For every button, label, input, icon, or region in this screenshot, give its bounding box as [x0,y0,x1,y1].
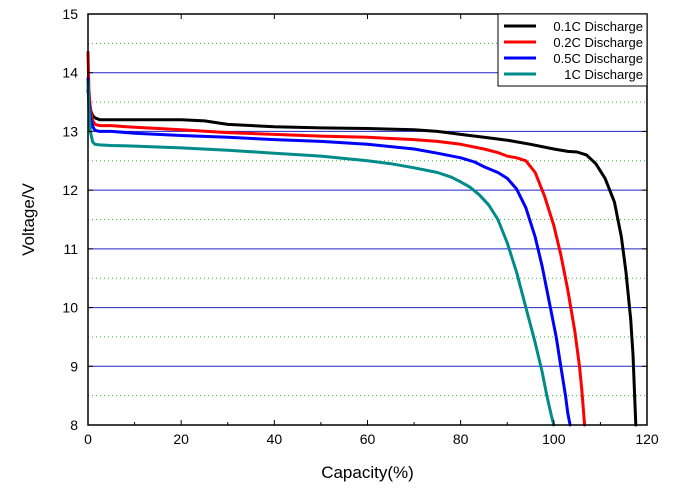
y-tick-label: 15 [62,6,78,22]
x-tick-label: 60 [360,431,376,447]
x-axis-title: Capacity(%) [321,463,414,482]
series-line [86,77,572,427]
y-tick-label: 10 [62,300,78,316]
major-grid [88,72,647,367]
x-tick-label: 120 [635,431,659,447]
series-line [86,50,587,427]
y-tick-label: 13 [62,123,78,139]
y-tick-label: 14 [62,65,78,81]
x-tick-label: 40 [267,431,283,447]
series-layer [86,50,638,427]
legend-label: 0.5C Discharge [553,51,643,66]
legend-label: 0.2C Discharge [553,35,643,50]
y-axis-title: Voltage/V [19,182,38,255]
y-tick-label: 9 [70,358,78,374]
legend-label: 0.1C Discharge [553,19,643,34]
x-tick-label: 80 [453,431,469,447]
x-axis-ticks: 0 20 40 60 80 100 120 [84,14,659,447]
minor-grid [88,42,647,397]
y-axis-ticks: 8 9 10 11 12 13 14 15 [62,6,647,433]
y-tick-label: 12 [62,182,78,198]
y-tick-label: 8 [70,417,78,433]
series-line [86,88,638,427]
legend-label: 1C Discharge [564,67,643,82]
x-tick-label: 100 [542,431,566,447]
y-tick-label: 11 [63,241,78,257]
series-line [86,80,556,427]
x-tick-label: 0 [84,431,92,447]
x-tick-label: 20 [173,431,189,447]
